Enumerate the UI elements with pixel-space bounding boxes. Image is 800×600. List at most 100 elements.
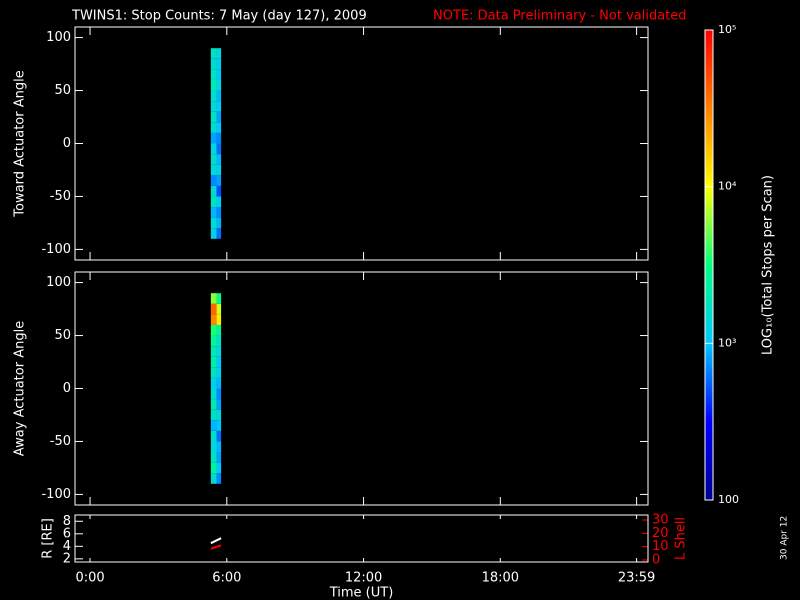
colorbar-tick-label: 100 bbox=[718, 493, 739, 506]
heatmap-cell bbox=[216, 430, 222, 442]
y-tick-label: 2 bbox=[63, 551, 71, 566]
heatmap-cell bbox=[216, 335, 222, 347]
heatmap-cell bbox=[210, 293, 217, 304]
heatmap-cell bbox=[216, 314, 222, 325]
heatmap-cell bbox=[210, 196, 217, 208]
heatmap-cell bbox=[210, 154, 217, 165]
x-tick-label: 0:00 bbox=[75, 571, 104, 586]
heatmap-cell bbox=[216, 388, 222, 400]
y-tick-label: 4 bbox=[63, 539, 71, 554]
y-tick-label: 0 bbox=[63, 136, 71, 151]
heatmap-cell bbox=[210, 430, 217, 442]
heatmap-cell bbox=[216, 132, 222, 144]
heatmap-cell bbox=[216, 48, 222, 59]
y-tick-label: 100 bbox=[46, 275, 71, 290]
y2-axis-label: L Shell bbox=[674, 517, 689, 560]
heatmap-cell bbox=[216, 228, 222, 239]
heatmap-cell bbox=[210, 217, 217, 229]
heatmap-cell bbox=[210, 356, 217, 368]
y-tick-label: -50 bbox=[50, 434, 71, 449]
heatmap-cell bbox=[216, 399, 222, 410]
y2-tick-label: 20 bbox=[652, 526, 669, 541]
y2-tick-label: 30 bbox=[652, 513, 669, 528]
x-tick-label: 12:00 bbox=[345, 571, 382, 586]
heatmap-cell bbox=[210, 132, 217, 144]
heatmap-cell bbox=[210, 175, 217, 186]
plot-frame bbox=[74, 514, 649, 563]
y-tick-label: 8 bbox=[63, 514, 71, 529]
heatmap-cell bbox=[210, 143, 217, 155]
heatmap-cell bbox=[216, 324, 222, 336]
heatmap-cell bbox=[216, 196, 222, 208]
heatmap-cell bbox=[216, 58, 222, 70]
heatmap-cell bbox=[216, 69, 222, 80]
heatmap-cell bbox=[216, 452, 222, 463]
heatmap-cell bbox=[210, 388, 217, 400]
heatmap-cell bbox=[216, 377, 222, 389]
heatmap-cell bbox=[210, 377, 217, 389]
y-axis-label: R [RE] bbox=[41, 518, 56, 559]
heatmap-cell bbox=[210, 452, 217, 463]
note: NOTE: Data Preliminary - Not validated bbox=[433, 9, 687, 24]
colorbar-tick-label: 10³ bbox=[718, 336, 736, 349]
heatmap-cell bbox=[210, 324, 217, 336]
heatmap-cell bbox=[210, 69, 217, 80]
date-stamp: 30 Apr 12 bbox=[780, 516, 790, 560]
heatmap-cell bbox=[210, 90, 217, 102]
y2-tick-label: 10 bbox=[652, 539, 669, 554]
heatmap-cell bbox=[210, 164, 217, 176]
x-axis-label: Time (UT) bbox=[329, 586, 394, 600]
x-tick-label: 23:59 bbox=[618, 571, 655, 586]
colorbar bbox=[704, 29, 714, 501]
heatmap-cell bbox=[210, 111, 217, 123]
y-tick-label: 0 bbox=[63, 381, 71, 396]
heatmap-cell bbox=[210, 314, 217, 325]
heatmap-cell bbox=[210, 228, 217, 239]
heatmap-cell bbox=[210, 79, 217, 91]
heatmap-cell bbox=[216, 409, 222, 421]
heatmap-cell bbox=[216, 175, 222, 186]
y-axis-label: Toward Actuator Angle bbox=[13, 70, 28, 217]
heatmap-cell bbox=[210, 367, 217, 378]
y-tick-label: 6 bbox=[63, 526, 71, 541]
y-tick-label: -100 bbox=[41, 242, 71, 257]
heatmap-cell bbox=[210, 303, 217, 315]
heatmap-cell bbox=[216, 217, 222, 229]
heatmap-cell bbox=[216, 303, 222, 315]
heatmap-cell bbox=[210, 101, 217, 112]
heatmap-cell bbox=[216, 122, 222, 133]
heatmap-cell bbox=[210, 473, 217, 484]
heatmap-cell bbox=[216, 185, 222, 197]
heatmap-cell bbox=[210, 409, 217, 421]
y-tick-label: 50 bbox=[54, 328, 71, 343]
colorbar-label: LOG₁₀(Total Stops per Scan) bbox=[761, 175, 776, 355]
heatmap-cell bbox=[216, 367, 222, 378]
y-tick-label: -50 bbox=[50, 189, 71, 204]
heatmap-cell bbox=[216, 101, 222, 112]
heatmap-cell bbox=[216, 154, 222, 165]
y-axis-label: Away Actuator Angle bbox=[13, 321, 28, 456]
heatmap-cell bbox=[216, 79, 222, 91]
heatmap-cell bbox=[216, 473, 222, 484]
heatmap-cell bbox=[216, 207, 222, 218]
heatmap-cell bbox=[210, 185, 217, 197]
colorbar-tick-label: 10⁴ bbox=[718, 180, 737, 193]
heatmap-cell bbox=[216, 356, 222, 368]
heatmap-cell bbox=[210, 48, 217, 59]
heatmap-cell bbox=[210, 207, 217, 218]
y-tick-label: -100 bbox=[41, 487, 71, 502]
heatmap-cell bbox=[216, 462, 222, 474]
chart-title: TWINS1: Stop Counts: 7 May (day 127), 20… bbox=[71, 9, 367, 24]
x-tick-label: 18:00 bbox=[482, 571, 519, 586]
y-tick-label: 100 bbox=[46, 30, 71, 45]
heatmap-cell bbox=[216, 346, 222, 357]
heatmap-cell bbox=[216, 441, 222, 453]
heatmap-cell bbox=[210, 335, 217, 347]
heatmap-cell bbox=[210, 462, 217, 474]
x-tick-label: 6:00 bbox=[212, 571, 241, 586]
heatmap-cell bbox=[216, 111, 222, 123]
heatmap-cell bbox=[216, 420, 222, 431]
heatmap-cell bbox=[216, 143, 222, 155]
